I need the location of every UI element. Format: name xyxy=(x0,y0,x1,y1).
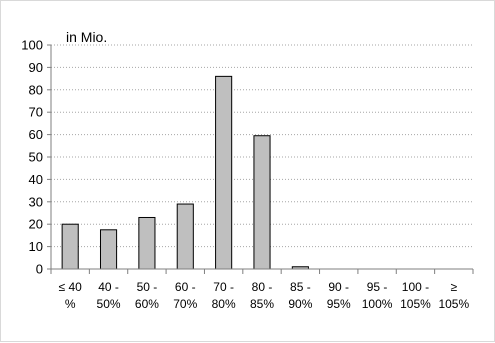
y-tick-label: 60 xyxy=(29,127,43,142)
unit-label: in Mio. xyxy=(66,29,107,45)
x-category-label: 60% xyxy=(135,297,159,311)
x-category-label: 85 - xyxy=(290,280,311,294)
x-category-label: 100 - xyxy=(402,280,429,294)
y-tick-label: 70 xyxy=(29,105,43,120)
x-category-label: 80% xyxy=(212,297,236,311)
x-category-label: 95% xyxy=(327,297,351,311)
bar xyxy=(215,75,233,270)
y-tick-label: 90 xyxy=(29,60,43,75)
y-tick-label: 0 xyxy=(36,262,43,277)
x-category-label: 90 - xyxy=(328,280,349,294)
x-category-label: 70% xyxy=(173,297,197,311)
bars xyxy=(61,75,309,270)
bar xyxy=(61,223,79,270)
x-category-label: % xyxy=(65,297,76,311)
y-tick-label: 80 xyxy=(29,82,43,97)
x-category-label: ≤ 40 xyxy=(59,280,83,294)
axes xyxy=(47,44,474,274)
x-category-label: 100% xyxy=(362,297,393,311)
x-category-label: 105% xyxy=(438,297,469,311)
bar xyxy=(99,229,118,270)
bar xyxy=(138,216,156,270)
x-category-label: 50% xyxy=(97,297,121,311)
bar xyxy=(176,203,194,270)
x-category-label: 105% xyxy=(400,297,431,311)
x-category-label: 60 - xyxy=(175,280,196,294)
y-tick-label: 20 xyxy=(29,217,43,232)
y-tick-label: 50 xyxy=(29,150,43,165)
y-tick-label: 10 xyxy=(29,239,43,254)
x-category-label: ≥ xyxy=(451,280,458,294)
x-category-label: 40 - xyxy=(98,280,119,294)
y-tick-label: 30 xyxy=(29,194,43,209)
x-category-label: 70 - xyxy=(213,280,234,294)
x-category-label: 80 - xyxy=(252,280,273,294)
x-category-label: 95 - xyxy=(367,280,388,294)
y-tick-labels: 0 10 20 30 40 50 60 70 80 90 100 xyxy=(21,38,43,277)
bar xyxy=(253,135,271,270)
x-category-label: 85% xyxy=(250,297,274,311)
x-category-label: 90% xyxy=(288,297,312,311)
x-category-label: 50 - xyxy=(137,280,158,294)
y-tick-label: 40 xyxy=(29,172,43,187)
x-category-labels: ≤ 40% 40 - 50% 50 - 60% 60 - 70% 70 - 80% 80 - 85%… xyxy=(59,280,470,311)
y-tick-label: 100 xyxy=(21,38,43,53)
